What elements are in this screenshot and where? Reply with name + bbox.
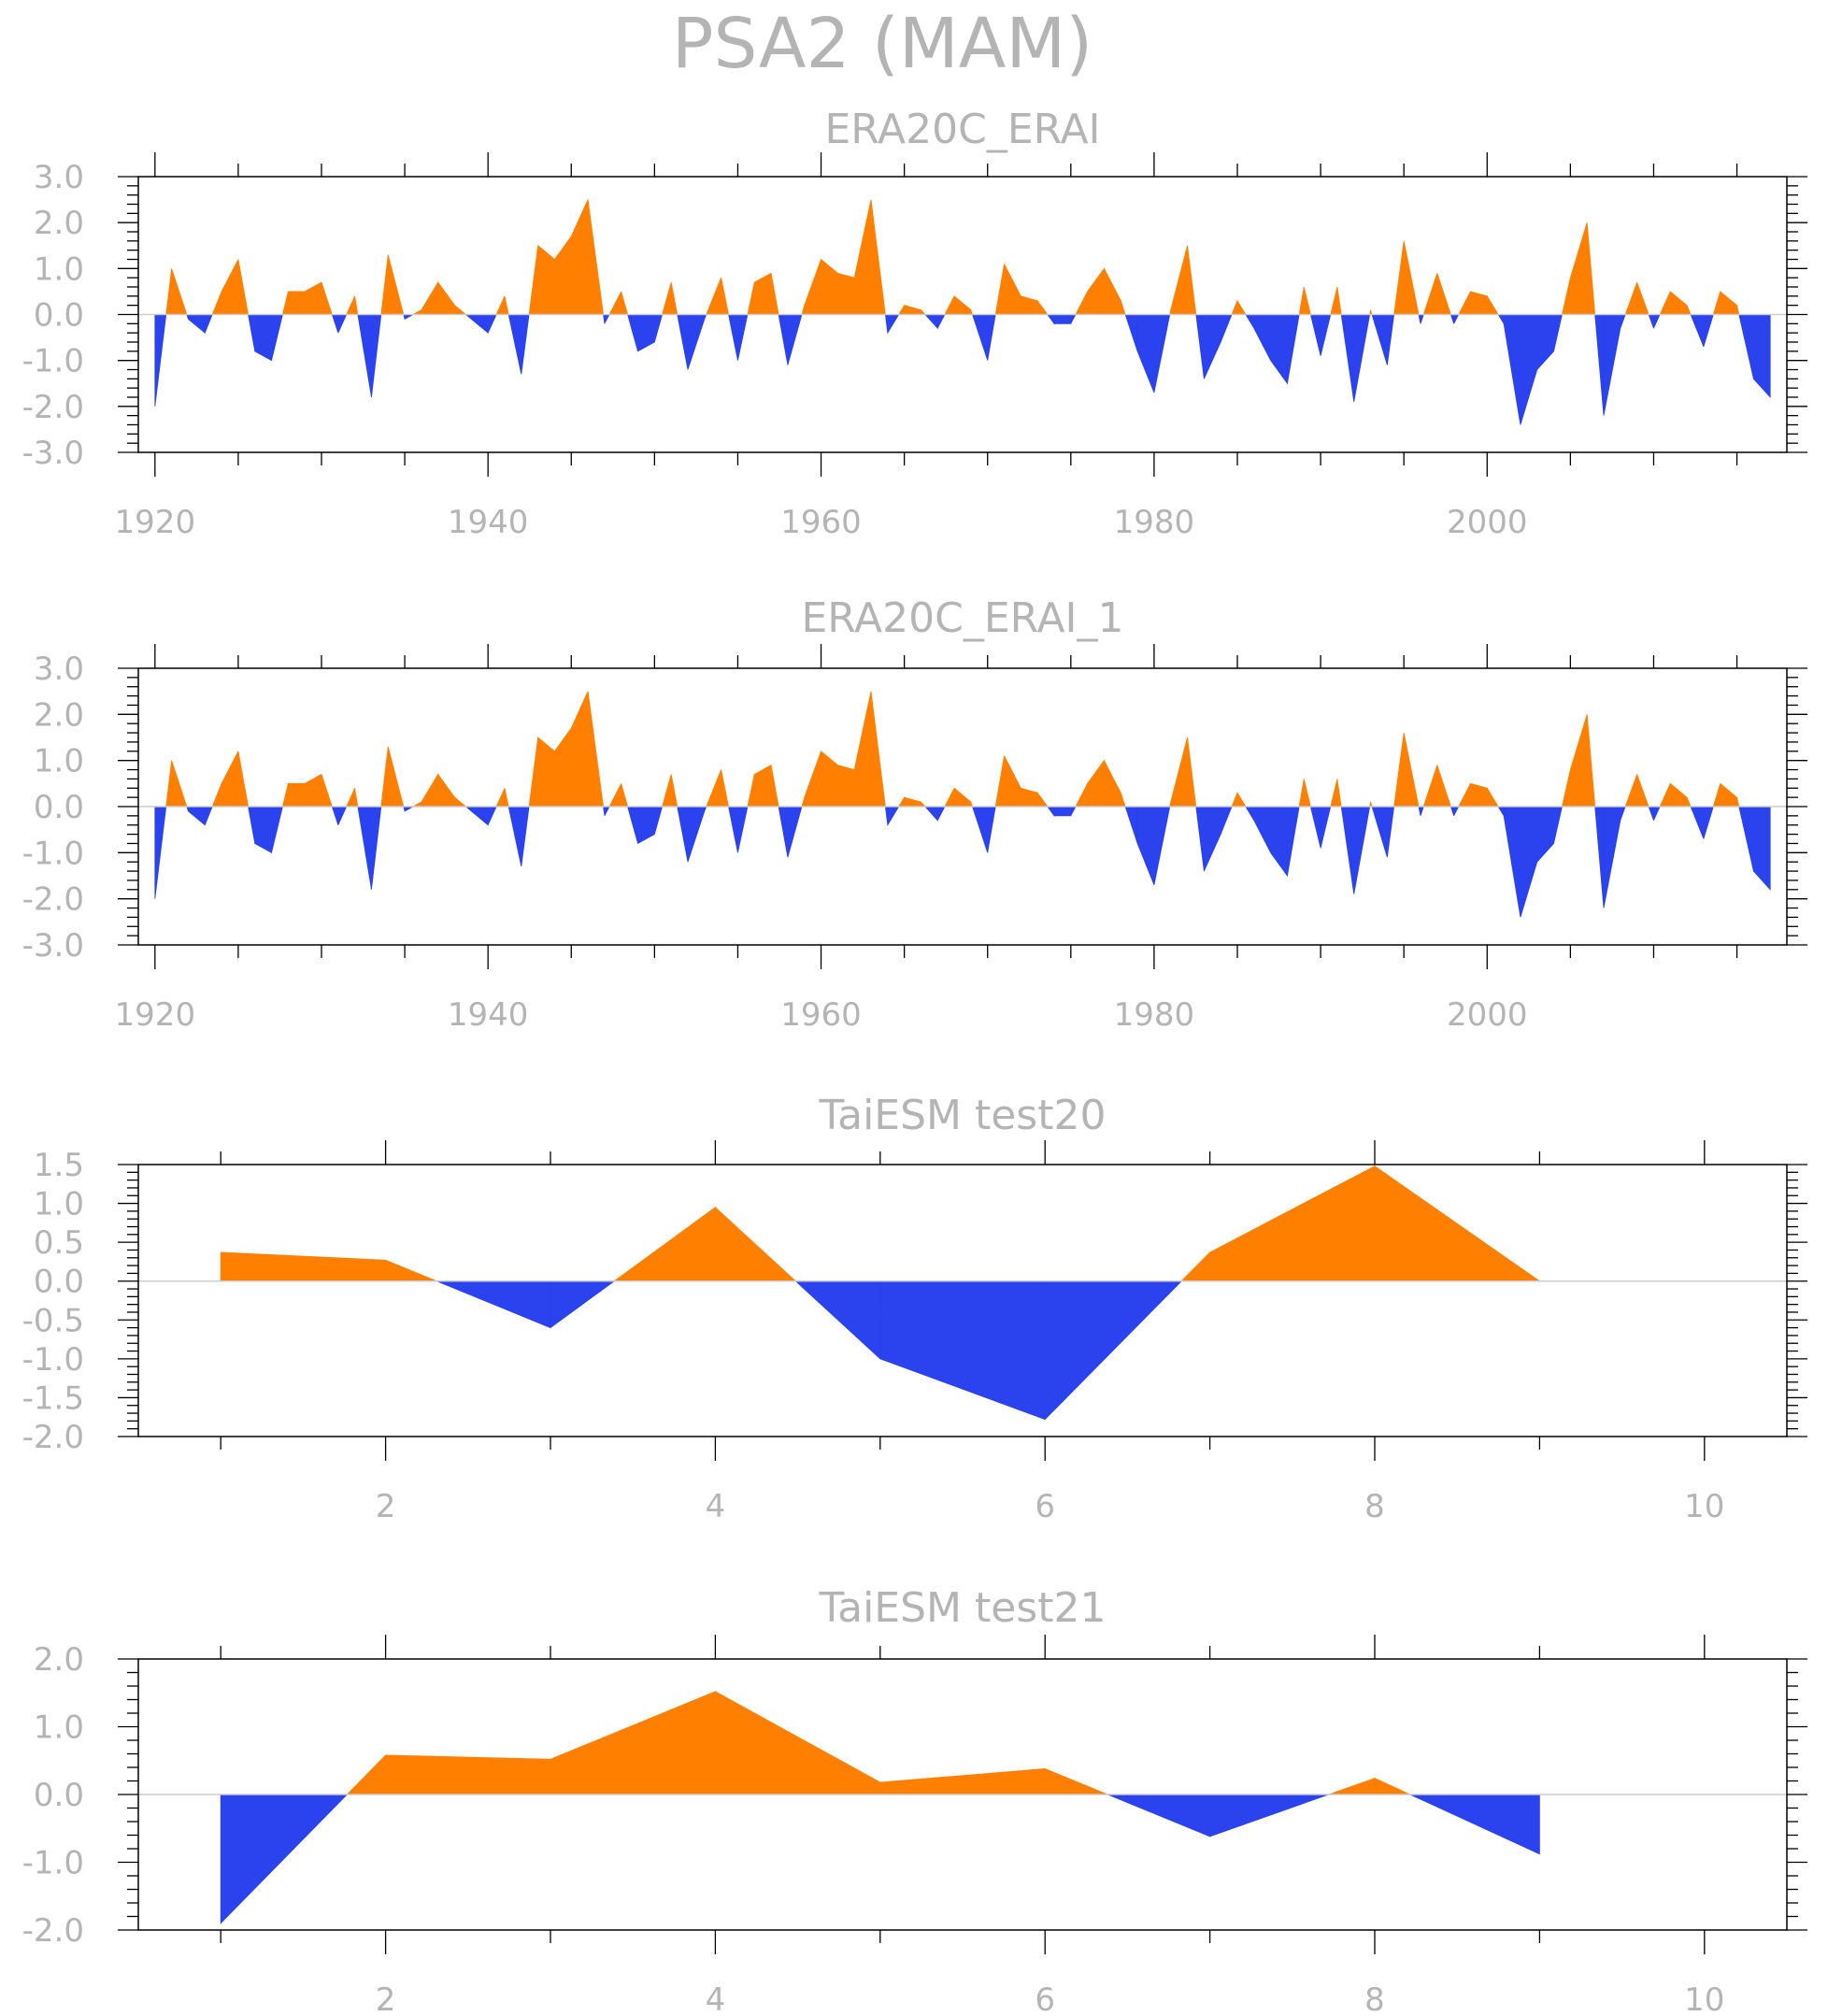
x-tick-label: 1980: [1114, 504, 1195, 541]
y-tick-label: 1.0: [34, 1709, 84, 1747]
x-tick-label: 6: [1035, 1981, 1055, 2016]
negative-anomaly-area: [154, 806, 1771, 918]
y-tick-label: -2.0: [22, 389, 84, 426]
x-tick-label: 8: [1364, 1981, 1385, 2016]
tick-marks: [118, 1635, 1807, 1954]
positive-anomaly-area: [346, 1691, 1410, 1795]
positive-anomaly-area: [165, 691, 1740, 808]
x-tick-label: 1920: [115, 996, 196, 1034]
figure-title: PSA2 (MAM): [672, 4, 1093, 84]
y-tick-label: 0.0: [34, 1264, 84, 1301]
x-tick-label: 2000: [1447, 504, 1528, 541]
tick-marks: [118, 1140, 1807, 1461]
y-tick-label: 2.0: [34, 696, 84, 734]
x-tick-label: 1920: [115, 504, 196, 541]
panel-2: ERA20C_ERAI_1 1920 1940 1960 1980 2000 -3.0 -2.…: [22, 594, 1807, 1034]
x-tick-label: 2: [376, 1981, 396, 2016]
panel-1: ERA20C_ERAI 1920 1940 1960 1980 2000 -3.0 -2.0 -…: [22, 106, 1807, 541]
x-tick-label: 4: [706, 1981, 726, 2016]
x-tick-label: 2: [376, 1488, 396, 1525]
negative-anomaly-area: [220, 1794, 1540, 1924]
positive-anomaly-area: [220, 1165, 1541, 1282]
y-tick-label: -3.0: [22, 435, 84, 472]
panel-title: ERA20C_ERAI_1: [801, 594, 1123, 642]
y-tick-label: -2.0: [22, 881, 84, 919]
x-tick-label: 8: [1364, 1488, 1385, 1525]
plot-frame: [137, 1164, 1788, 1437]
y-tick-label: 1.5: [34, 1147, 84, 1184]
x-tick-label: 2000: [1447, 996, 1528, 1034]
panel-3: TaiESM test20 2 4 6 8 10 -2.0-1.5-1.0-0.50.00.…: [22, 1092, 1807, 1525]
y-tick-label: 3.0: [34, 651, 84, 688]
panel-title: TaiESM test20: [819, 1092, 1107, 1139]
negative-anomaly-area: [154, 314, 1771, 425]
y-tick-label: 0.5: [34, 1224, 84, 1262]
y-tick-label: 2.0: [34, 205, 84, 242]
y-tick-label: 0.0: [34, 1777, 84, 1814]
y-tick-label: -2.0: [22, 1912, 84, 1950]
y-tick-label: -1.0: [22, 1341, 84, 1379]
x-tick-label: 4: [706, 1488, 726, 1525]
x-tick-label: 1960: [780, 996, 862, 1034]
x-tick-label: 1940: [448, 996, 529, 1034]
negative-anomaly-area: [436, 1280, 1183, 1421]
x-tick-label: 1940: [448, 504, 529, 541]
panel-title: ERA20C_ERAI: [824, 106, 1100, 153]
y-tick-label: 1.0: [34, 250, 84, 288]
y-tick-label: 0.0: [34, 789, 84, 826]
y-tick-label: -2.0: [22, 1419, 84, 1456]
positive-anomaly-area: [165, 199, 1740, 315]
x-tick-label: 6: [1035, 1488, 1055, 1525]
y-tick-label: -1.0: [22, 1845, 84, 1882]
x-tick-label: 10: [1684, 1488, 1724, 1525]
tick-marks: [118, 644, 1807, 969]
y-tick-label: 3.0: [34, 159, 84, 196]
y-tick-label: 0.0: [34, 297, 84, 335]
y-tick-label: 2.0: [34, 1641, 84, 1679]
x-tick-label: 1960: [780, 504, 862, 541]
tick-marks: [118, 152, 1807, 477]
y-tick-label: -1.0: [22, 343, 84, 380]
y-tick-label: -0.5: [22, 1302, 84, 1339]
y-tick-label: 1.0: [34, 1186, 84, 1223]
y-tick-label: -1.5: [22, 1380, 84, 1417]
panel-4: TaiESM test21 2 4 6 8 10 -2.0 -1.0 0.0 1.0 2.0: [22, 1584, 1807, 2016]
panel-title: TaiESM test21: [819, 1584, 1107, 1632]
x-tick-label: 1980: [1114, 996, 1195, 1034]
x-tick-label: 10: [1684, 1981, 1724, 2016]
y-tick-label: -1.0: [22, 835, 84, 872]
y-tick-label: -3.0: [22, 927, 84, 965]
y-tick-label: 1.0: [34, 743, 84, 780]
